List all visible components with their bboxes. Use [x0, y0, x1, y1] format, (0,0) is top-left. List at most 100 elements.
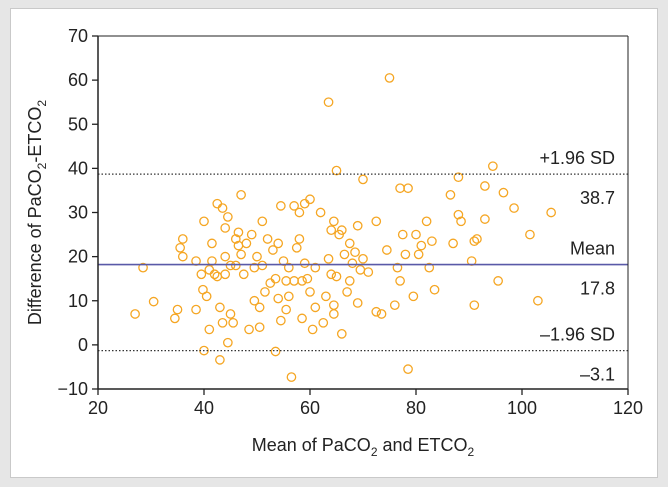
data-point — [262, 234, 273, 244]
data-point — [148, 296, 159, 307]
data-point — [225, 260, 236, 271]
data-point — [217, 317, 228, 328]
data-point — [469, 300, 480, 311]
data-point — [268, 245, 278, 255]
data-point — [411, 229, 421, 240]
data-point — [310, 262, 321, 273]
data-point — [196, 269, 207, 280]
data-point — [321, 291, 331, 302]
data-point — [275, 201, 286, 211]
y-tick-label: 60 — [68, 70, 88, 90]
x-tick-label: 60 — [300, 398, 320, 418]
data-point — [138, 262, 148, 273]
y-tick-label: 30 — [68, 203, 88, 223]
data-point — [376, 309, 387, 319]
data-point — [456, 216, 466, 227]
data-point — [487, 161, 498, 172]
data-point — [371, 306, 382, 317]
data-point — [230, 234, 241, 244]
data-point — [212, 198, 223, 209]
data-point — [191, 304, 201, 315]
data-point — [493, 276, 503, 286]
data-point — [199, 216, 209, 227]
data-point — [469, 236, 480, 247]
data-point — [453, 172, 464, 183]
y-tick-label: 0 — [78, 335, 88, 355]
data-point — [336, 328, 347, 339]
data-point — [350, 247, 360, 258]
data-point — [297, 313, 307, 324]
data-point — [355, 265, 366, 275]
data-point — [294, 207, 305, 218]
data-point — [225, 309, 236, 319]
data-point — [424, 262, 435, 273]
data-point — [331, 271, 342, 282]
data-point — [392, 262, 403, 273]
x-tick-label: 40 — [194, 398, 214, 418]
data-point — [546, 207, 557, 218]
data-point — [358, 253, 368, 264]
data-point — [270, 273, 281, 284]
data-point — [236, 190, 246, 200]
data-point — [344, 238, 355, 249]
data-point — [265, 278, 276, 288]
data-point — [331, 165, 342, 176]
lower-value-label: –3.1 — [580, 365, 615, 385]
data-point — [177, 251, 188, 262]
data-point — [236, 249, 246, 260]
data-point — [363, 267, 374, 277]
data-point — [252, 251, 262, 262]
data-point — [270, 346, 281, 357]
data-point — [299, 258, 310, 269]
data-point — [413, 249, 424, 260]
data-point — [480, 214, 490, 224]
data-point — [307, 324, 318, 335]
y-axis-label: Difference of PaCO2-ETCO2 — [25, 100, 49, 325]
data-point — [273, 238, 284, 249]
data-point — [286, 372, 297, 382]
data-point — [233, 227, 244, 238]
x-tick-label: 120 — [613, 398, 643, 418]
data-point — [352, 298, 363, 308]
data-point — [371, 216, 382, 227]
data-point — [177, 234, 188, 244]
ticks-layer: 20 40 60 80 100 120 −10 0 10 20 30 40 50 60 70 — [57, 26, 643, 418]
data-point — [421, 216, 432, 227]
data-point — [344, 276, 355, 286]
data-point — [315, 207, 326, 218]
data-point — [416, 240, 427, 251]
y-axis-label-middle: -ETCO — [25, 107, 45, 163]
points-layer — [130, 73, 557, 382]
data-point — [339, 249, 350, 260]
mean-value-label: 17.8 — [580, 279, 615, 299]
data-point — [201, 291, 212, 302]
y-axis-label-prefix: Difference of PaCO — [25, 169, 45, 325]
data-point — [275, 315, 286, 326]
data-point — [408, 291, 419, 302]
lower-label: –1.96 SD — [540, 325, 615, 345]
y-tick-label: 50 — [68, 114, 88, 134]
data-point — [358, 174, 368, 185]
data-point — [257, 216, 268, 227]
data-point — [283, 291, 294, 302]
x-axis-label: Mean of PaCO2 and ETCO2 — [252, 435, 475, 459]
data-point — [291, 242, 302, 253]
data-point — [223, 212, 233, 222]
data-point — [302, 273, 313, 284]
mean-label: Mean — [570, 239, 615, 259]
data-point — [204, 265, 215, 275]
x-axis-label-sub2: 2 — [468, 445, 475, 459]
y-tick-label: 40 — [68, 158, 88, 178]
data-point — [427, 236, 437, 247]
data-point — [480, 181, 490, 191]
plot-panel: +1.96 SD 38.7 Mean 17.8 –1.96 SD –3.1 20 40 60 8… — [10, 8, 658, 478]
data-point — [209, 269, 220, 280]
x-axis-label-middle: and ETCO — [378, 435, 468, 455]
upper-label: +1.96 SD — [539, 148, 615, 168]
data-point — [130, 309, 140, 319]
x-axis-label-prefix: Mean of PaCO — [252, 435, 371, 455]
data-point — [403, 364, 413, 374]
data-point — [326, 269, 337, 280]
